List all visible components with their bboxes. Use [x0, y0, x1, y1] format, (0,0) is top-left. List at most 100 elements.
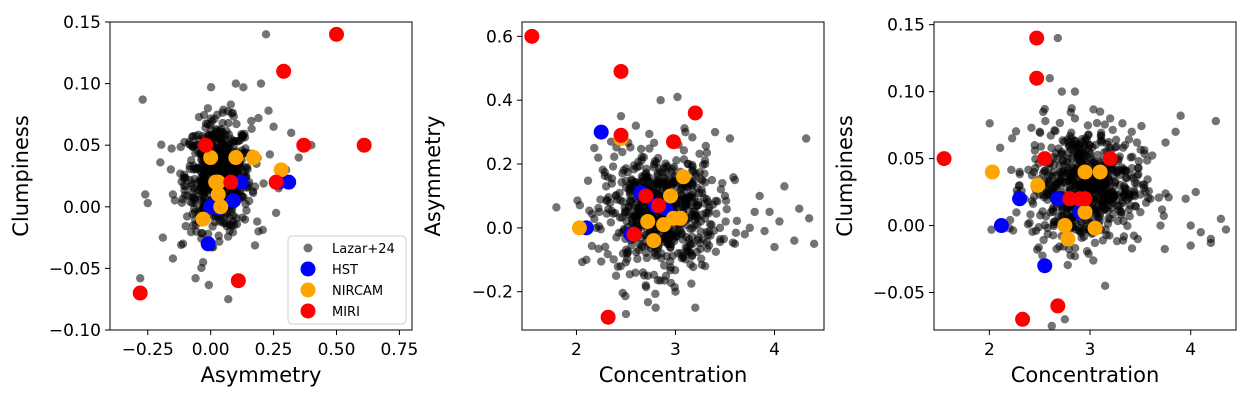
- data-point: [181, 221, 190, 231]
- data-point: [1065, 206, 1075, 215]
- series-nircam: [195, 150, 289, 227]
- data-point: [1115, 152, 1124, 161]
- data-point: [608, 162, 618, 171]
- data-point: [223, 174, 239, 190]
- data-point: [638, 188, 654, 204]
- series-miri: [132, 26, 372, 301]
- series-lazar-24: [985, 33, 1231, 330]
- x-axis-label: Asymmetry: [201, 363, 322, 387]
- data-point: [1066, 251, 1075, 260]
- data-point: [1126, 153, 1135, 162]
- data-point: [583, 176, 593, 185]
- data-point: [720, 191, 730, 201]
- data-point: [1186, 241, 1195, 250]
- data-point: [1044, 179, 1054, 189]
- data-point: [168, 190, 178, 199]
- data-point: [665, 239, 674, 249]
- data-point: [1024, 165, 1033, 175]
- data-point: [294, 153, 303, 162]
- data-point: [627, 175, 636, 184]
- data-point: [1181, 194, 1190, 203]
- data-point: [594, 153, 603, 162]
- data-point: [1067, 128, 1076, 137]
- data-point: [1141, 187, 1150, 196]
- data-point: [625, 188, 634, 198]
- data-point: [600, 242, 610, 252]
- data-point: [1045, 74, 1054, 83]
- data-point: [1049, 167, 1058, 177]
- data-point: [700, 214, 710, 223]
- data-point: [1104, 177, 1113, 186]
- data-point: [1031, 226, 1041, 235]
- data-point: [697, 188, 707, 198]
- data-point: [656, 276, 665, 285]
- data-point: [245, 150, 261, 166]
- data-point: [1055, 161, 1064, 171]
- data-point: [1097, 136, 1106, 145]
- data-point: [188, 132, 197, 141]
- data-point: [1092, 118, 1102, 128]
- x-tick-label: 4: [769, 340, 780, 360]
- data-point: [1089, 256, 1098, 265]
- legend: Lazar+24 HST NIRCAM MIRI: [287, 235, 407, 325]
- data-point: [604, 192, 613, 202]
- plot-area: [132, 26, 372, 304]
- data-point: [191, 274, 200, 283]
- data-point: [1039, 235, 1048, 245]
- data-point: [618, 169, 627, 178]
- data-point: [1083, 121, 1093, 130]
- data-point: [1159, 211, 1168, 221]
- legend-box: [287, 235, 407, 325]
- data-point: [203, 150, 219, 166]
- data-point: [1070, 87, 1080, 96]
- data-point: [700, 261, 710, 271]
- data-point: [725, 134, 735, 143]
- data-point: [801, 134, 811, 143]
- data-point: [1084, 249, 1093, 259]
- plot-area: [936, 30, 1231, 330]
- x-tick-label: 0.50: [318, 340, 356, 360]
- data-point: [1051, 126, 1060, 136]
- data-point: [690, 216, 699, 225]
- data-point: [179, 170, 189, 180]
- x-tick-label: 4: [1185, 340, 1196, 360]
- data-point: [198, 137, 214, 153]
- data-point: [231, 79, 241, 88]
- data-point: [984, 164, 1000, 180]
- data-point: [1027, 123, 1036, 132]
- data-point: [1049, 220, 1058, 229]
- data-point: [1098, 236, 1108, 245]
- data-point: [1113, 165, 1123, 175]
- data-point: [220, 157, 230, 166]
- data-point: [1127, 163, 1137, 173]
- data-point: [687, 160, 697, 170]
- data-point: [612, 195, 622, 204]
- data-point: [687, 279, 696, 288]
- data-point: [659, 261, 669, 270]
- data-point: [600, 171, 609, 181]
- data-point: [601, 182, 611, 191]
- data-point: [686, 224, 695, 233]
- data-point: [650, 248, 659, 257]
- data-point: [1090, 238, 1100, 248]
- data-point: [1075, 141, 1085, 151]
- data-point: [179, 181, 189, 190]
- data-point: [707, 175, 717, 185]
- data-point: [1038, 251, 1047, 260]
- legend-label: NIRCAM: [332, 284, 383, 299]
- data-point: [1007, 134, 1017, 143]
- data-point: [1057, 87, 1067, 96]
- data-point: [654, 189, 664, 199]
- data-point: [1054, 144, 1063, 153]
- data-point: [1053, 33, 1063, 43]
- data-point: [645, 129, 654, 139]
- data-point: [730, 239, 740, 249]
- data-point: [223, 107, 233, 116]
- data-point: [1039, 167, 1049, 176]
- data-point: [1071, 225, 1080, 234]
- data-point: [1129, 231, 1139, 240]
- data-point: [593, 124, 609, 140]
- data-point: [1085, 147, 1094, 156]
- data-point: [661, 271, 671, 281]
- x-tick-label: 2: [571, 340, 582, 360]
